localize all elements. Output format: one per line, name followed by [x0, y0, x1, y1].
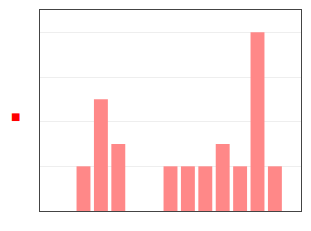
- svg-text:■: ■: [11, 111, 20, 122]
